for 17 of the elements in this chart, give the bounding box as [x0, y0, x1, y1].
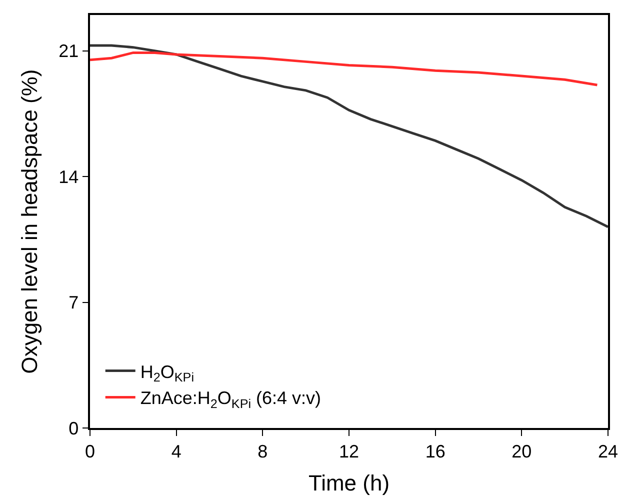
line-series	[90, 44, 608, 228]
y-tick-label: 0	[68, 418, 79, 438]
x-axis-title: Time (h)	[308, 470, 390, 496]
x-tick-label: 20	[512, 441, 532, 462]
x-tick-label: 8	[258, 441, 268, 462]
x-tick-label: 12	[338, 441, 360, 462]
x-tick-label: 24	[598, 441, 618, 462]
line-series	[90, 51, 598, 86]
x-tick-label: 0	[84, 441, 96, 462]
x-tick-label: 16	[425, 441, 446, 462]
y-tick-label: 21	[58, 41, 79, 62]
y-tick-label: 7	[68, 292, 79, 313]
y-axis-title: Oxygen level in headspace (%)	[16, 69, 42, 374]
legend-label: ZnAce:H$_{2}$O$_{KPi}$ (6:4 v:v)	[140, 388, 322, 412]
y-tick-label: 14	[58, 166, 79, 187]
x-tick-label: 4	[171, 441, 182, 462]
legend-label: H$_{2}$O$_{KPi}$	[140, 362, 194, 385]
